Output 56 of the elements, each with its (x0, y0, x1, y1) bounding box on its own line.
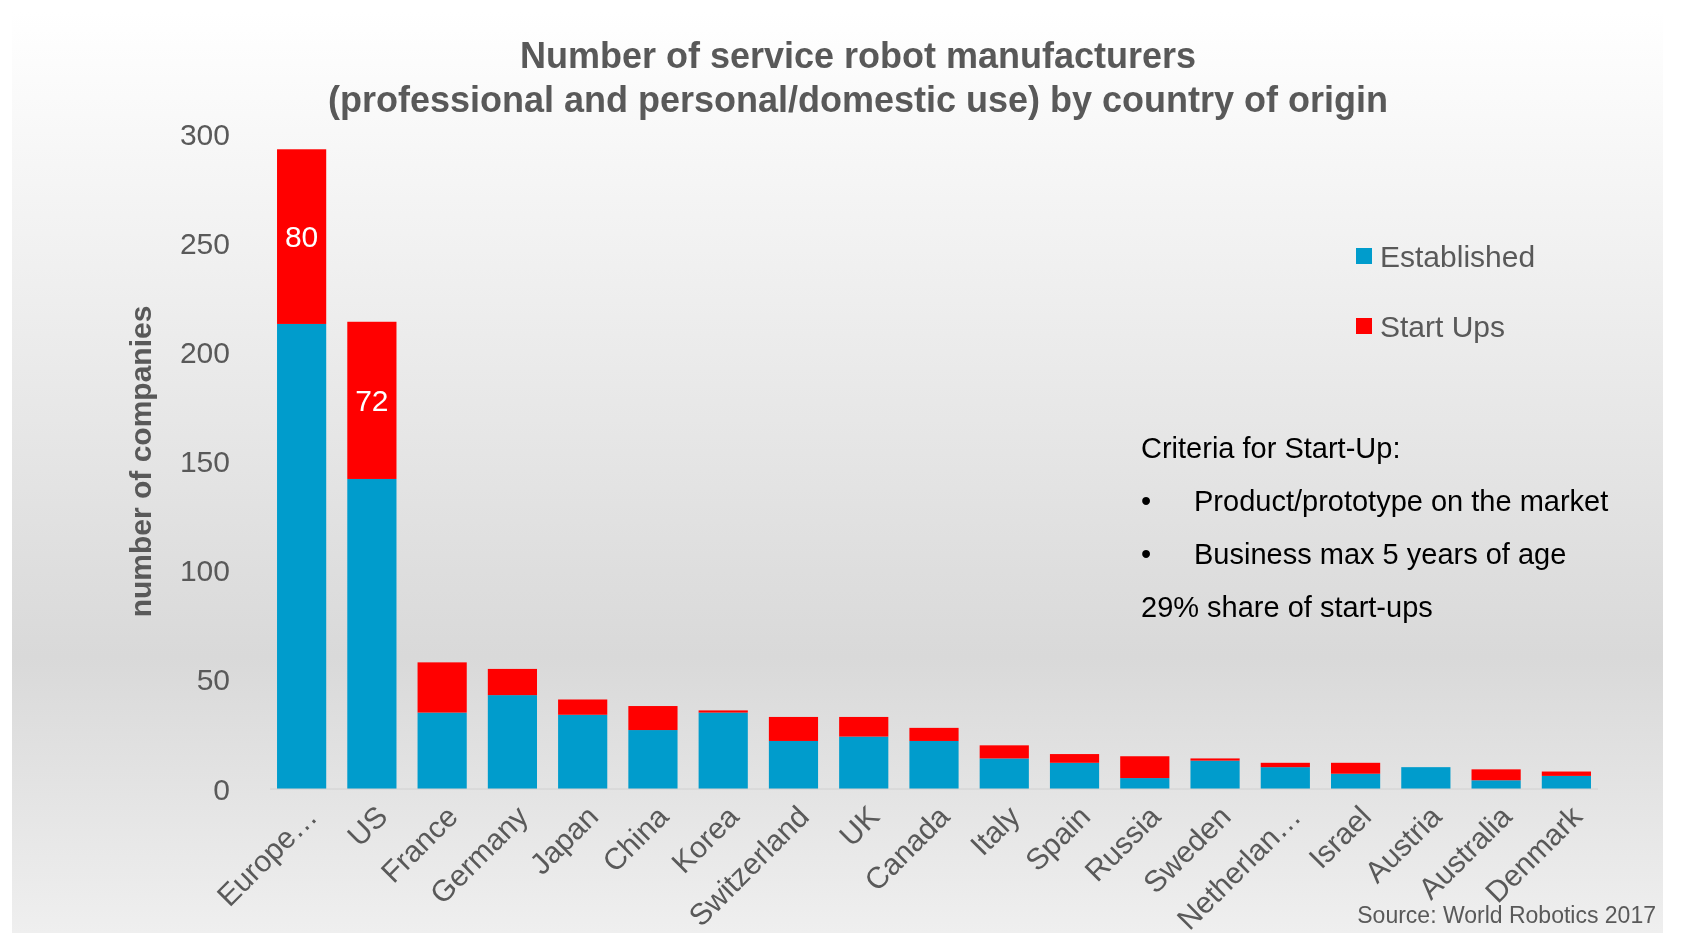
y-tick-label: 150 (179, 445, 230, 478)
y-axis-title: number of companies (124, 305, 157, 618)
bar (909, 727, 959, 741)
bar (1330, 762, 1381, 774)
bar (558, 714, 608, 789)
y-tick-label: 300 (179, 117, 230, 151)
bar (979, 758, 1029, 789)
bar (1541, 775, 1591, 789)
bar (1330, 773, 1381, 789)
source-note: Source: World Robotics 2017 (1357, 902, 1656, 928)
legend-label: Start Ups (1380, 309, 1506, 343)
bar (1120, 778, 1170, 789)
bar (487, 695, 538, 789)
bar (979, 745, 1029, 759)
x-tick-label: Italy (963, 799, 1026, 862)
data-label: 80 (284, 220, 319, 254)
bar (768, 716, 819, 741)
bar (1049, 762, 1100, 789)
text: • Business max 5 years of age (1141, 538, 1567, 570)
bar (1471, 780, 1521, 789)
bar (768, 740, 819, 789)
bar (347, 321, 397, 479)
bar (277, 149, 327, 324)
bar (1190, 758, 1240, 761)
bar (628, 730, 678, 789)
bar (1260, 762, 1310, 768)
bar (1120, 756, 1170, 779)
legend-label: Established (1380, 239, 1536, 273)
annotation: Criteria for Start-Up: (1141, 432, 1401, 464)
bar (487, 668, 538, 696)
y-tick-label: 0 (213, 772, 230, 806)
bar (1471, 769, 1521, 781)
bar (628, 706, 678, 731)
bar (698, 712, 748, 789)
data-label: 72 (355, 383, 389, 417)
bar (417, 712, 467, 789)
bar (1049, 754, 1100, 763)
bar (839, 736, 889, 789)
chart-title: Number of service robot manufacturers (professional and personal/domestic use) by country of origin (327, 35, 1389, 120)
bar (277, 323, 327, 789)
bar (1401, 767, 1451, 789)
bar (1190, 760, 1240, 789)
y-tick-label: 100 (179, 554, 230, 588)
bar (839, 716, 889, 737)
bar (1541, 771, 1591, 776)
bar (698, 710, 748, 713)
bar (417, 662, 467, 713)
text: • Product/prototype on the market (1141, 485, 1609, 517)
y-tick-label: 250 (179, 226, 230, 260)
y-tick-label: 200 (179, 335, 230, 369)
bar (347, 478, 397, 789)
bar (1260, 767, 1310, 789)
bar (909, 740, 959, 789)
bar (558, 699, 608, 715)
annotation: 29% share of start-ups (1141, 591, 1433, 623)
y-tick-label: 50 (196, 663, 230, 697)
